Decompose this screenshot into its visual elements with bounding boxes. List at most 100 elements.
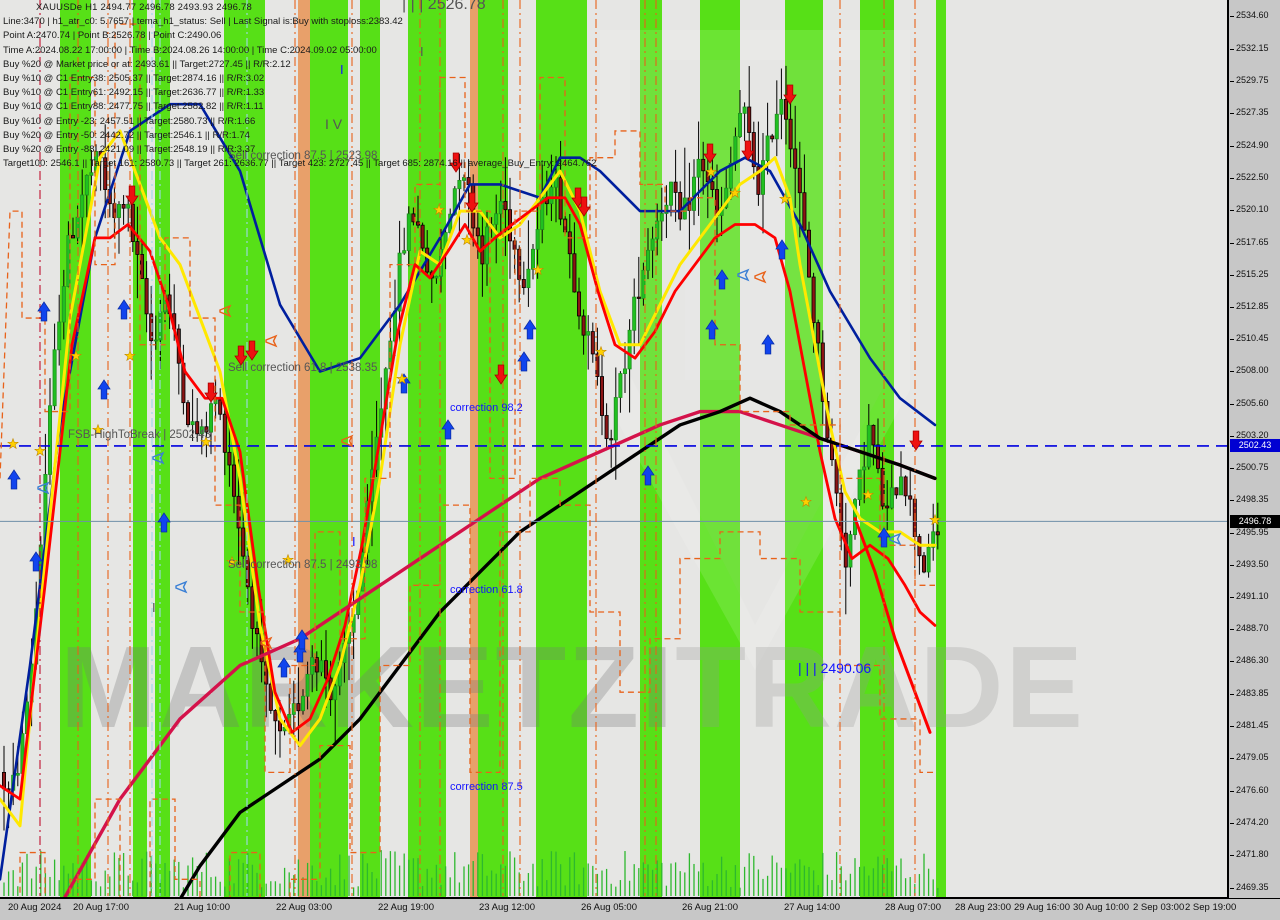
session-band bbox=[155, 0, 170, 898]
chart-graphics bbox=[0, 0, 1228, 898]
time-tick: 20 Aug 2024 bbox=[8, 902, 62, 913]
flag-marker-icon bbox=[260, 636, 273, 650]
flag-marker-icon bbox=[219, 304, 232, 318]
star-marker-icon bbox=[124, 349, 136, 362]
time-tick: 22 Aug 03:00 bbox=[276, 902, 332, 913]
star-marker-icon bbox=[595, 345, 607, 358]
sell-arrow-down-icon bbox=[741, 140, 755, 161]
star-marker-icon bbox=[70, 349, 82, 362]
time-tick: 2 Sep 03:00 bbox=[1133, 902, 1185, 913]
annotation-point-b: | | | 2526.78 bbox=[402, 0, 486, 13]
time-tick: 27 Aug 14:00 bbox=[784, 902, 840, 913]
buy-arrow-up-icon bbox=[117, 299, 131, 320]
annotation-point-c: | | | 2490.06 bbox=[798, 660, 872, 676]
chart-plot-area[interactable]: MARKETZITRADE Sell correction 87.5 | 252… bbox=[0, 0, 1228, 898]
buy-arrow-up-icon bbox=[397, 373, 411, 394]
time-tick: 22 Aug 19:00 bbox=[378, 902, 434, 913]
sell-arrow-down-icon bbox=[909, 430, 923, 451]
buy-arrow-up-icon bbox=[295, 629, 309, 650]
flag-marker-icon bbox=[889, 532, 902, 546]
session-band bbox=[360, 0, 380, 898]
ma-red-line bbox=[0, 196, 937, 801]
buy-arrow-up-icon bbox=[877, 527, 891, 548]
annotation-roman-i-2: I bbox=[340, 62, 344, 77]
star-marker-icon bbox=[929, 513, 941, 526]
annotation-roman-i-4: I bbox=[152, 600, 156, 615]
time-tick: 20 Aug 17:00 bbox=[73, 902, 129, 913]
sell-arrow-down-icon bbox=[577, 196, 591, 217]
star-marker-icon bbox=[226, 555, 238, 568]
ma-blue-line bbox=[0, 102, 937, 881]
candlestick-series bbox=[2, 65, 940, 831]
star-marker-icon bbox=[532, 263, 544, 276]
star-marker-icon bbox=[7, 437, 19, 450]
annotation-corr-618: correction 61.8 bbox=[450, 584, 523, 596]
ma-black-line bbox=[178, 396, 937, 898]
star-marker-icon bbox=[200, 435, 212, 448]
time-tick: 30 Aug 10:00 bbox=[1073, 902, 1129, 913]
flag-marker-icon bbox=[754, 270, 767, 284]
buy-arrow-up-icon bbox=[523, 319, 537, 340]
buy-arrow-up-icon bbox=[37, 301, 51, 322]
dashed-channel-upper bbox=[0, 23, 935, 774]
time-tick: 26 Aug 05:00 bbox=[581, 902, 637, 913]
buy-arrow-up-icon bbox=[517, 351, 531, 372]
star-marker-icon bbox=[705, 165, 717, 178]
price-label-last: 2496.78 bbox=[1230, 514, 1280, 528]
annotation-sell-corr-875-top: Sell correction 87.5 | 2523.98 bbox=[228, 150, 378, 162]
star-marker-icon bbox=[729, 186, 741, 199]
time-tick: 21 Aug 10:00 bbox=[174, 902, 230, 913]
flag-marker-icon bbox=[737, 268, 750, 282]
sell-arrow-down-icon bbox=[245, 340, 259, 361]
annotation-corr-982: correction 98.2 bbox=[450, 402, 523, 414]
annotation-roman-i-3: I bbox=[352, 534, 356, 549]
sell-arrow-down-icon bbox=[703, 143, 717, 164]
ma-crimson-line bbox=[62, 409, 937, 898]
buy-arrow-up-icon bbox=[715, 269, 729, 290]
session-band bbox=[60, 0, 91, 898]
time-tick: 29 Aug 16:00 bbox=[1014, 902, 1070, 913]
annotation-sell-corr-618: Sell correction 61.8 | 2538.35 bbox=[228, 362, 378, 374]
session-band bbox=[785, 0, 823, 898]
ma-red-short-line bbox=[853, 516, 932, 734]
time-tick: 2 Sep 19:00 bbox=[1185, 902, 1237, 913]
flag-marker-icon bbox=[37, 481, 50, 495]
buy-arrow-up-icon bbox=[441, 419, 455, 440]
buy-arrow-up-icon bbox=[7, 469, 21, 490]
star-marker-icon bbox=[34, 444, 46, 457]
ma-yellow-line bbox=[0, 129, 937, 828]
volume-histogram bbox=[3, 850, 939, 896]
price-label-bid: 2502.43 bbox=[1230, 439, 1280, 453]
star-marker-icon bbox=[92, 423, 104, 436]
sell-arrow-down-icon bbox=[125, 185, 139, 206]
buy-arrow-up-icon bbox=[705, 319, 719, 340]
annotation-sell-corr-875-mid: Sell correction 87.5 | 2493.98 bbox=[228, 559, 378, 571]
sell-arrow-down-icon bbox=[449, 152, 463, 173]
flag-marker-icon bbox=[341, 434, 354, 448]
buy-arrow-up-icon bbox=[157, 512, 171, 533]
flag-marker-icon bbox=[152, 451, 165, 465]
session-band bbox=[936, 0, 946, 898]
star-marker-icon bbox=[433, 203, 445, 216]
buy-arrow-up-icon bbox=[277, 657, 291, 678]
time-tick: 28 Aug 07:00 bbox=[885, 902, 941, 913]
price-axis[interactable]: 2534.60 2532.15 2529.75 2527.35 2524.90 2522.… bbox=[1228, 0, 1280, 898]
buy-arrow-up-icon bbox=[29, 551, 43, 572]
star-marker-icon bbox=[779, 192, 791, 205]
session-band bbox=[565, 0, 587, 898]
star-marker-icon bbox=[800, 495, 812, 508]
session-band bbox=[224, 0, 265, 898]
dashed-channel-lower bbox=[19, 477, 935, 898]
buy-arrow-up-icon bbox=[761, 334, 775, 355]
buy-arrow-up-icon bbox=[641, 465, 655, 486]
sell-arrow-down-icon bbox=[204, 382, 218, 403]
buy-arrow-up-icon bbox=[775, 239, 789, 260]
session-band bbox=[700, 0, 740, 898]
session-band bbox=[133, 0, 147, 898]
annotation-roman-iv: I V bbox=[325, 116, 343, 132]
sell-arrow-down-icon bbox=[783, 84, 797, 105]
time-axis[interactable]: 20 Aug 2024 20 Aug 17:00 21 Aug 10:00 22 Au… bbox=[0, 898, 1280, 920]
time-tick: 23 Aug 12:00 bbox=[479, 902, 535, 913]
star-marker-icon bbox=[396, 372, 408, 385]
